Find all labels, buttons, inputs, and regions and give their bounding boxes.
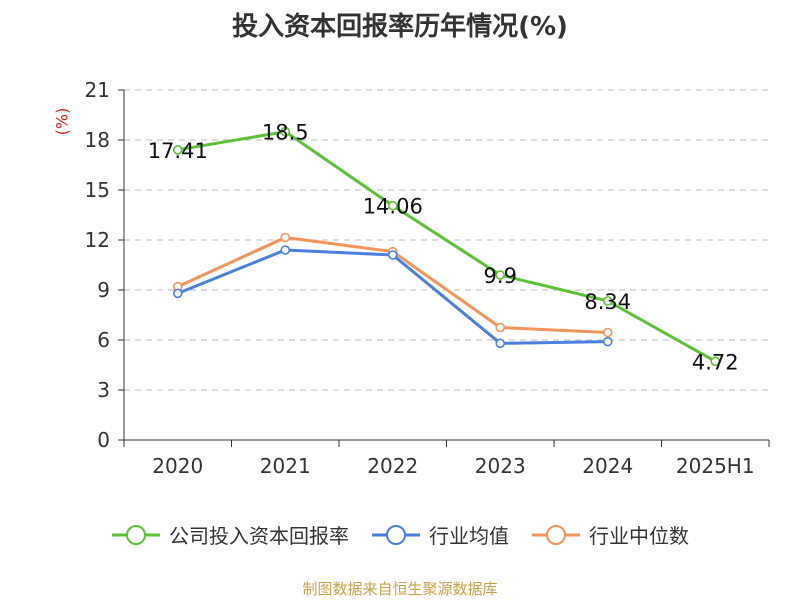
y-tick-label: 21 bbox=[85, 78, 110, 102]
x-tick-label: 2024 bbox=[582, 454, 633, 478]
data-point bbox=[602, 336, 613, 347]
x-tick-label: 2023 bbox=[475, 454, 526, 478]
legend-marker-icon bbox=[372, 524, 420, 545]
legend-item-1[interactable]: 行业均值 bbox=[371, 520, 509, 549]
series-line-0 bbox=[177, 130, 716, 363]
legend-label: 公司投入资本回报率 bbox=[169, 524, 349, 548]
data-point bbox=[172, 288, 183, 299]
legend: 公司投入资本回报率 行业均值 行业中位数 bbox=[0, 520, 800, 549]
data-point bbox=[280, 126, 291, 137]
legend-marker-icon bbox=[112, 524, 160, 545]
y-tick-label: 0 bbox=[97, 428, 110, 452]
legend-label: 行业均值 bbox=[429, 524, 509, 548]
y-tick-label: 18 bbox=[85, 128, 110, 152]
data-point bbox=[495, 270, 506, 280]
source-note: 制图数据来自恒生聚源数据库 bbox=[302, 580, 498, 598]
x-tick-label: 2020 bbox=[152, 454, 203, 478]
legend-item-0[interactable]: 公司投入资本回报率 bbox=[111, 520, 349, 549]
legend-item-2[interactable]: 行业中位数 bbox=[531, 520, 689, 549]
legend-marker-icon bbox=[532, 524, 580, 545]
legend-label: 行业中位数 bbox=[589, 524, 689, 548]
series-lines bbox=[172, 126, 721, 367]
data-point bbox=[387, 200, 398, 211]
chart-title: 投入资本回报率历年情况(%) bbox=[232, 12, 568, 42]
data-point bbox=[280, 245, 291, 255]
y-tick-label: 6 bbox=[97, 328, 110, 352]
x-tick-label: 2021 bbox=[260, 454, 311, 478]
data-label: 18.5 bbox=[262, 121, 309, 145]
y-tick-label: 3 bbox=[97, 378, 110, 402]
data-point bbox=[495, 322, 506, 333]
data-point bbox=[602, 327, 613, 338]
data-label: 14.06 bbox=[363, 195, 423, 219]
data-point bbox=[602, 296, 613, 306]
y-tick-label: 9 bbox=[97, 278, 110, 302]
data-labels: 17.41 18.5 14.06 9.9 8.34 4.72 bbox=[148, 121, 739, 375]
x-tick-label: 2022 bbox=[367, 454, 418, 478]
x-tick-label: 2025H1 bbox=[676, 454, 755, 478]
y-tick-label: 12 bbox=[85, 228, 110, 252]
data-label: 4.72 bbox=[692, 350, 739, 374]
data-label: 17.41 bbox=[148, 139, 208, 163]
data-point bbox=[495, 338, 506, 349]
data-point bbox=[280, 232, 291, 243]
data-point bbox=[172, 145, 183, 155]
data-point bbox=[710, 356, 721, 367]
data-label: 9.9 bbox=[484, 264, 517, 288]
data-point bbox=[387, 250, 398, 260]
y-tick-label: 15 bbox=[85, 178, 110, 202]
data-label: 8.34 bbox=[584, 290, 631, 314]
axes: 0 3 6 9 12 15 18 21 2020 2021 2022 2023 2024 2025H1 bbox=[85, 78, 770, 478]
